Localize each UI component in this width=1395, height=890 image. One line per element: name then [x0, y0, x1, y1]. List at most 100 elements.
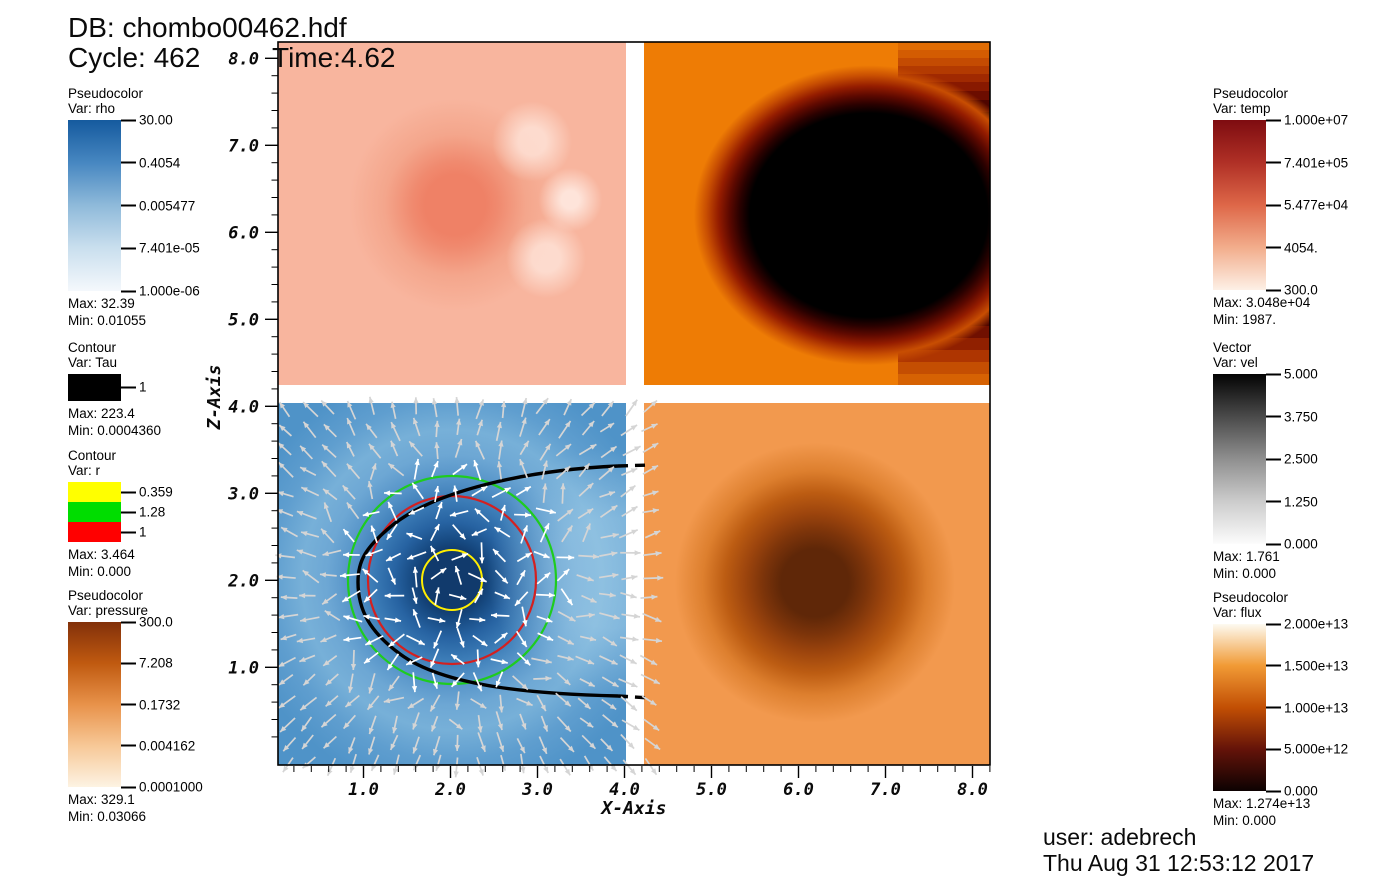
x-tick-label: 5.0: [696, 780, 727, 800]
legend-kind: Pseudocolor: [68, 86, 144, 101]
x-tick-label: 4.0: [609, 780, 640, 800]
velocity-arrowhead: [407, 554, 414, 560]
colorbar-tick: 4054.: [1266, 240, 1318, 255]
velocity-arrowhead: [299, 592, 306, 599]
colorbar-gradient: [1213, 624, 1266, 791]
velocity-arrowhead: [521, 722, 527, 730]
velocity-arrowhead: [280, 594, 287, 601]
contour-swatch: [68, 522, 121, 542]
legend-min: Min: 1987.: [1213, 312, 1277, 327]
velocity-arrowhead: [437, 502, 443, 509]
legend-kind: Pseudocolor: [68, 588, 144, 603]
colorbar-gradient: [68, 622, 121, 787]
velocity-arrowhead: [368, 727, 374, 735]
velocity-arrowhead: [542, 725, 548, 732]
velocity-arrowhead: [478, 399, 484, 406]
legend-var: Var: vel: [1213, 355, 1258, 370]
velocity-arrowhead: [478, 769, 484, 776]
velocity-arrowhead: [349, 766, 355, 773]
velocity-arrowhead: [406, 532, 413, 538]
velocity-arrowhead: [434, 420, 440, 427]
velocity-arrowhead: [434, 486, 440, 493]
velocity-arrowhead: [634, 550, 641, 556]
velocity-arrowhead: [457, 439, 463, 446]
contour-swatches-r: 0.359 1.28 1: [68, 482, 173, 542]
z-tick-label: 7.0: [228, 136, 259, 156]
legend-max: Max: 3.048e+04: [1213, 295, 1311, 310]
velocity-arrowhead: [501, 764, 507, 771]
colorbar-tick: 300.0: [121, 615, 173, 630]
colorbar-tick: 5.477e+04: [1266, 198, 1348, 213]
velocity-arrowhead: [413, 397, 419, 404]
velocity-arrowhead: [568, 554, 575, 561]
colorbar-tick: 7.401e-05: [121, 241, 200, 256]
colorbar-tick: 3.750: [1266, 409, 1318, 424]
velocity-arrowhead: [276, 574, 283, 580]
colorbar-pressure: 300.0 7.208 0.1732 0.004162 0.0001000: [68, 615, 203, 795]
velocity-arrowhead: [343, 615, 350, 621]
colorbar-tick: 0.000: [1266, 537, 1318, 552]
velocity-arrowhead: [630, 593, 637, 599]
contour-swatch: [68, 374, 121, 401]
contour-swatches-tau: 1: [68, 374, 147, 401]
colorbar-tick: 1.000e-06: [121, 284, 200, 299]
velocity-arrowhead: [367, 481, 373, 488]
velocity-arrowhead: [280, 635, 288, 641]
legend-min: Min: 0.000: [1213, 813, 1277, 828]
legend-kind: Vector: [1213, 340, 1252, 355]
colorbar-tick: 0.005477: [121, 198, 195, 213]
z-tick-label: 4.0: [228, 397, 259, 417]
velocity-arrowhead: [383, 490, 391, 496]
colorbar-tick: 7.401e+05: [1266, 155, 1348, 170]
legend-r: Contour Var: r 0.359 1.28 1 Max: 3.464 M…: [68, 448, 173, 579]
velocity-arrowhead: [631, 574, 638, 581]
velocity-arrowhead: [347, 686, 354, 693]
velocity-arrowhead: [477, 419, 483, 427]
colorbar-gradient: [68, 120, 121, 291]
velocity-arrowhead: [543, 766, 549, 773]
legend-var: Var: rho: [68, 101, 116, 116]
legend-max: Max: 1.761: [1213, 549, 1280, 564]
velocity-arrowhead: [350, 663, 357, 671]
velocity-arrowhead: [473, 460, 479, 467]
velocity-arrowhead: [497, 723, 503, 730]
legend-kind: Pseudocolor: [1213, 86, 1289, 101]
z-tick-label: 2.0: [227, 571, 259, 591]
x-axis-title: X-Axis: [599, 798, 666, 819]
contour-tick: 0.359: [121, 485, 173, 500]
x-tick-label: 7.0: [870, 780, 901, 800]
velocity-arrowhead: [524, 512, 531, 518]
legend-kind: Contour: [68, 448, 117, 463]
velocity-arrowhead: [475, 661, 481, 668]
colorbar-tick: 1.000e+07: [1266, 113, 1348, 128]
contour-swatch: [68, 482, 121, 502]
plot-area[interactable]: [275, 42, 990, 778]
colorbar-tick: 30.00: [121, 113, 173, 128]
velocity-arrowhead: [522, 525, 528, 532]
cycle-label: Cycle: 462: [68, 42, 201, 73]
colorbar-tick: 2.000e+13: [1266, 617, 1348, 632]
legend-min: Min: 0.000: [1213, 566, 1277, 581]
velocity-arrowhead: [296, 511, 304, 516]
velocity-arrowhead: [650, 768, 657, 775]
legend-var: Var: temp: [1213, 101, 1271, 116]
x-tick-label: 6.0: [783, 780, 814, 800]
user-label: user: adebrech: [1043, 824, 1197, 850]
z-tick-label: 3.0: [227, 484, 259, 504]
colorbar-rho: 30.00 0.4054 0.005477 7.401e-05 1.000e-0…: [68, 113, 200, 299]
velocity-arrowhead: [610, 764, 617, 772]
velocity-arrowhead: [608, 491, 616, 497]
velocity-arrowhead: [431, 724, 437, 732]
x-tick-label: 2.0: [434, 780, 466, 800]
velocity-arrowhead: [543, 553, 550, 559]
velocity-arrowhead: [323, 502, 329, 509]
legend-min: Min: 0.01055: [68, 313, 147, 328]
colorbar-tick: 7.208: [121, 656, 173, 671]
velocity-arrowhead: [521, 417, 527, 425]
legend-flux: Pseudocolor Var: flux 2.000e+13 1.500e+1…: [1213, 590, 1348, 828]
velocity-arrowhead: [491, 612, 498, 619]
x-tick-label: 8.0: [957, 780, 988, 800]
velocity-arrowhead: [371, 463, 377, 470]
z-tick-label: 1.0: [228, 658, 259, 678]
velocity-arrowhead: [348, 746, 354, 754]
